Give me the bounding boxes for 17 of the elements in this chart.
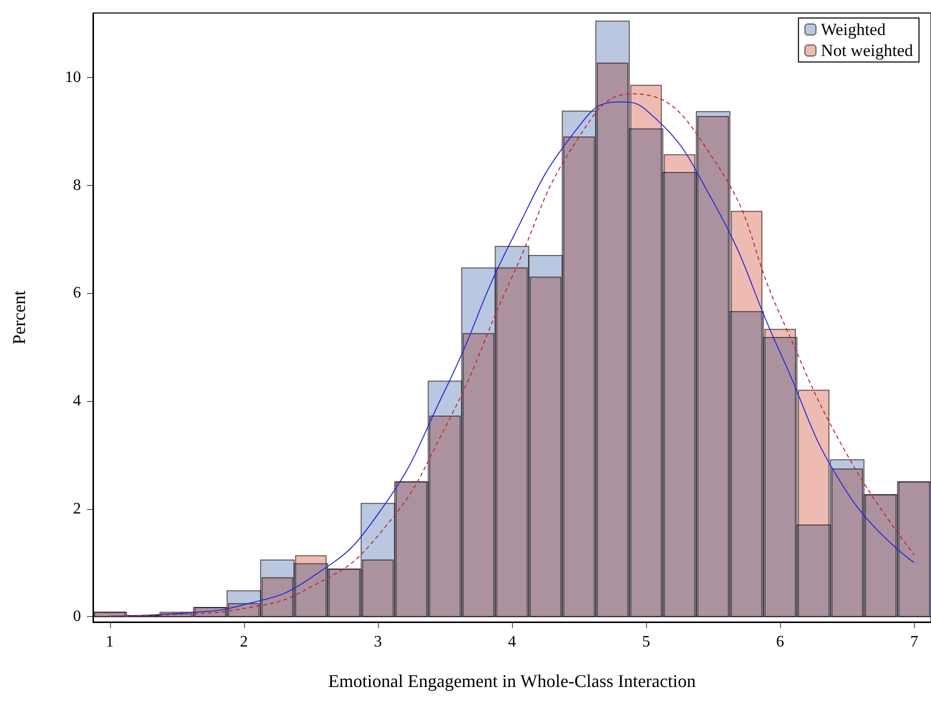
y-tick-label: 2 <box>73 500 81 518</box>
legend-label: Weighted <box>820 20 886 39</box>
x-tick-label: 5 <box>642 634 650 650</box>
legend-label: Not weighted <box>820 41 914 60</box>
x-tick-label: 6 <box>776 634 784 650</box>
y-axis-title: Percent <box>9 290 29 344</box>
y-tick-label: 4 <box>73 392 81 410</box>
x-tick-label: 3 <box>374 634 382 650</box>
x-tick-label: 7 <box>910 634 918 650</box>
y-tick-label: 10 <box>65 69 81 86</box>
y-tick-label: 8 <box>73 176 81 194</box>
x-tick-label: 1 <box>106 634 114 650</box>
x-tick-label: 2 <box>240 634 248 650</box>
y-tick-label: 6 <box>73 284 81 302</box>
y-tick-label: 0 <box>73 608 81 626</box>
x-axis-title: Emotional Engagement in Whole-Class Interaction <box>328 671 696 691</box>
x-tick-label: 4 <box>508 634 516 650</box>
